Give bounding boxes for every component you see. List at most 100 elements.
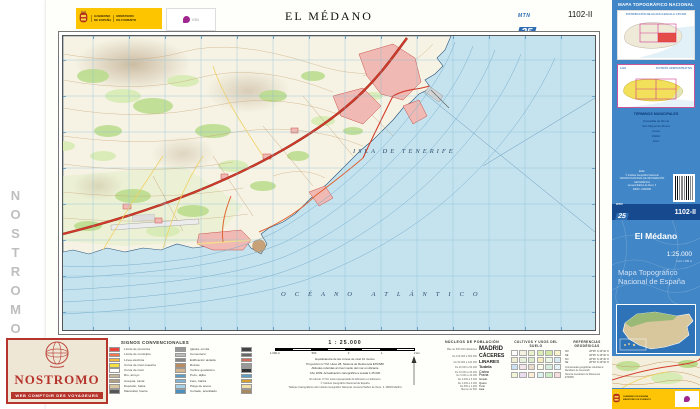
publisher-line: © Instituto Geográfico Nacional	[625, 173, 659, 177]
crop-swatch	[536, 357, 545, 364]
globe-icon	[37, 341, 77, 374]
ign-logo: IGN	[166, 8, 216, 31]
legend-item: Curva de nivel maestra	[124, 363, 186, 368]
cover-engraving-pattern	[612, 220, 700, 305]
crop-swatch	[553, 364, 562, 371]
crop-swatch	[536, 350, 545, 356]
population-row: De 10.000 a 20.000 Cabra	[455, 369, 489, 374]
gobierno-label: GOBIERNO DE ESPAÑA	[91, 14, 111, 23]
legend-symbol	[109, 384, 120, 389]
scale-footer: El retículo U.T.M. está representado de …	[256, 378, 434, 390]
spain-locator-map	[616, 304, 696, 354]
stamp-brand-name: NOSTROMO	[14, 372, 100, 387]
legend-symbol	[109, 378, 120, 384]
crop-swatch	[527, 350, 536, 356]
scale-tick-label: 1.000 m	[270, 351, 281, 355]
legend-symbol	[175, 368, 186, 373]
legend-symbol	[109, 352, 120, 358]
legend-symbol	[241, 363, 252, 368]
mtn25-mini-logo: MTN 25	[615, 201, 629, 220]
referencias-note: Coordenadas geográficas referidas al Mer…	[565, 367, 604, 373]
publisher-line: 28003 - MADRID	[632, 188, 652, 192]
map-sheet: GOBIERNO DE ESPAÑA MINISTERIO DE FOMENTO…	[46, 0, 612, 409]
crop-swatch	[553, 371, 562, 378]
ign-icon	[183, 16, 191, 23]
population-row: Menos de 500 Jasa	[461, 388, 485, 392]
scale-bar	[275, 348, 415, 351]
map-canvas: ISLA DE TENERIFE OCÉANO ATLÁNTICO	[62, 35, 596, 331]
admin-sheet-number: 1102	[620, 66, 627, 70]
map-frame: ISLA DE TENERIFE OCÉANO ATLÁNTICO	[58, 31, 600, 335]
legend-symbol	[241, 378, 252, 384]
crop-swatch	[545, 350, 553, 356]
legend-symbol	[175, 389, 186, 394]
publisher-block: Edita: © Instituto Geográfico Nacional CEN…	[615, 170, 669, 192]
scale-note: Altitudes referidas al nivel medio del m…	[311, 366, 379, 370]
scale-tick-label: 500	[311, 351, 317, 355]
legend-symbol	[175, 373, 186, 379]
legend-item: Límite de provincia	[124, 347, 186, 352]
stamp-tagline: WEB COMPTOIR DES VOYAGEURS	[11, 392, 103, 399]
cover-gov-label: GOBIERNO DE ESPAÑA MINISTERIO DE FOMENTO	[623, 396, 651, 401]
crop-swatch	[545, 357, 553, 364]
legend-item: Cementerio	[190, 352, 252, 358]
scale-tick-label: 1	[380, 351, 383, 355]
mtn25-logo: MTN 25	[516, 4, 548, 39]
sheet-footer: SIGNOS CONVENCIONALES Autopista, autovía…	[46, 338, 612, 404]
legend-nucleos: NÚCLEOS DE POBLACIÓN Más de 500.000 habi…	[437, 340, 507, 392]
crop-swatch	[510, 357, 519, 364]
population-row: Más de 500.000 habitantes MADRID	[446, 346, 503, 352]
legend-symbol	[109, 357, 120, 363]
legend-symbol	[241, 373, 252, 379]
population-row: De 50.000 a 100.000 LINARES	[453, 359, 500, 365]
sheet-number-band: MTN 25 1102-II	[612, 201, 700, 220]
municipality-item: Vilaflor	[651, 133, 661, 138]
publisher-line: CENTRO NACIONAL DE INFORMACIÓN GEOGRÁFIC…	[619, 177, 665, 184]
population-row: De 500 a 1.000 Turís	[459, 384, 485, 388]
ocean-label: OCÉANO ATLÁNTICO	[281, 291, 487, 298]
band-sheet-number: 1102-II	[674, 208, 696, 216]
legend-symbol	[175, 352, 186, 358]
legend-item: Ruinas	[190, 363, 252, 368]
crop-swatch	[510, 364, 519, 371]
corner-coordinates-row: SE 28°00′ N 16°30′ O	[565, 361, 609, 365]
signos-col3: Iglesia, ermita Cementerio Edificación ais…	[190, 347, 252, 394]
legend-item: Vértice geodésico	[190, 368, 252, 373]
legend-symbol	[175, 378, 186, 384]
legend-item: Iglesia, ermita	[190, 347, 252, 352]
crop-swatch	[553, 350, 562, 356]
legend-symbol	[109, 347, 120, 352]
crop-swatch	[545, 371, 553, 378]
admin-title: DIVISIÓN ADMINISTRATIVA	[656, 66, 692, 70]
corner-coordinates-row: NE 28°05′ N 16°30′ O	[565, 353, 609, 357]
admin-division-box: 1102 DIVISIÓN ADMINISTRATIVA SANTA CRUZ …	[617, 64, 695, 108]
referencias-note: Sistema Geodésico de Referencia ETRS89	[565, 373, 600, 379]
crop-swatch	[510, 350, 519, 356]
legend-item: Acequia, canal	[124, 379, 186, 384]
admin-division-map	[618, 75, 694, 107]
crop-swatch	[536, 364, 545, 371]
signos-title: SIGNOS CONVENCIONALES	[120, 340, 190, 345]
population-row: De 20.000 a 50.000 Tudela	[455, 363, 492, 369]
population-row: De 100.000 a 500.000 CÁCERES	[452, 353, 505, 360]
legend-symbol	[109, 373, 120, 379]
legend-symbol	[175, 384, 186, 389]
corner-coordinates-row: NO 28°05′ N 16°40′ O	[565, 350, 609, 353]
spain-coat-of-arms-icon	[78, 9, 89, 29]
cover-series-name: Mapa Topográfico Nacional de España	[618, 268, 686, 287]
cover-title: El Médano	[634, 231, 678, 241]
legend-cultivos: CULTIVOS Y USOS DEL SUELO	[509, 340, 563, 378]
legend-symbol	[241, 389, 252, 394]
nucleos-rows: Más de 500.000 habitantes MADRID De 100.00…	[437, 346, 507, 392]
municipality-item: Arico	[652, 138, 660, 143]
sheet-index-box: DISTRIBUCIÓN DE HOJAS A ESCALA 1:25.000	[617, 10, 695, 60]
municipality-item: San Miguel de Abona	[642, 123, 670, 128]
government-banner: GOBIERNO DE ESPAÑA MINISTERIO DE FOMENTO	[76, 8, 162, 29]
scale-tick-label: 2 km	[413, 351, 420, 355]
crop-swatch	[527, 357, 536, 364]
crop-swatch	[519, 371, 527, 378]
legend-item: Faro, baliza	[190, 379, 252, 384]
sheet-number: 1102-II	[568, 10, 593, 19]
crop-swatch	[553, 357, 562, 364]
